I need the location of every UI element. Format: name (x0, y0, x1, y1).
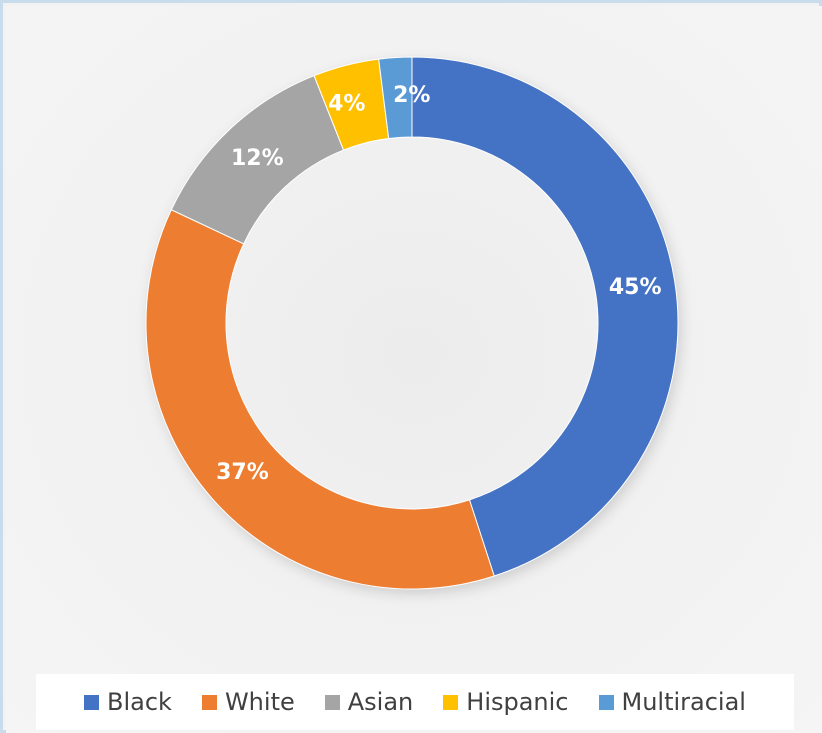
legend-item-hispanic: Hispanic (443, 688, 569, 716)
legend-swatch (443, 694, 459, 710)
donut-chart: 45% 37% 12% 4% 2% (145, 56, 682, 595)
donut-slice-white (145, 209, 495, 590)
legend-label: White (224, 688, 295, 716)
donut-slice-multiracial (378, 56, 413, 140)
legend-swatch (84, 694, 100, 710)
chart-area: 45% 37% 12% 4% 2% Black White Asian Hispanic Mul… (6, 6, 822, 733)
legend-item-white: White (201, 688, 295, 716)
data-label-black: 45% (609, 275, 662, 300)
donut-slice-black (411, 56, 679, 577)
legend-item-multiracial: Multiracial (598, 688, 746, 716)
legend-swatch (201, 694, 217, 710)
legend-swatch (324, 694, 340, 710)
legend-item-asian: Asian (324, 688, 414, 716)
data-label-multiracial: 2% (393, 83, 430, 108)
data-label-hispanic: 4% (328, 92, 365, 117)
legend-label: Asian (347, 688, 414, 716)
legend: Black White Asian Hispanic Multiracial (36, 674, 794, 730)
legend-label: Multiracial (621, 688, 746, 716)
data-label-asian: 12% (231, 146, 284, 171)
legend-label: Hispanic (466, 688, 569, 716)
data-label-white: 37% (216, 460, 269, 485)
legend-label: Black (107, 688, 172, 716)
legend-item-black: Black (84, 688, 172, 716)
legend-swatch (598, 694, 614, 710)
